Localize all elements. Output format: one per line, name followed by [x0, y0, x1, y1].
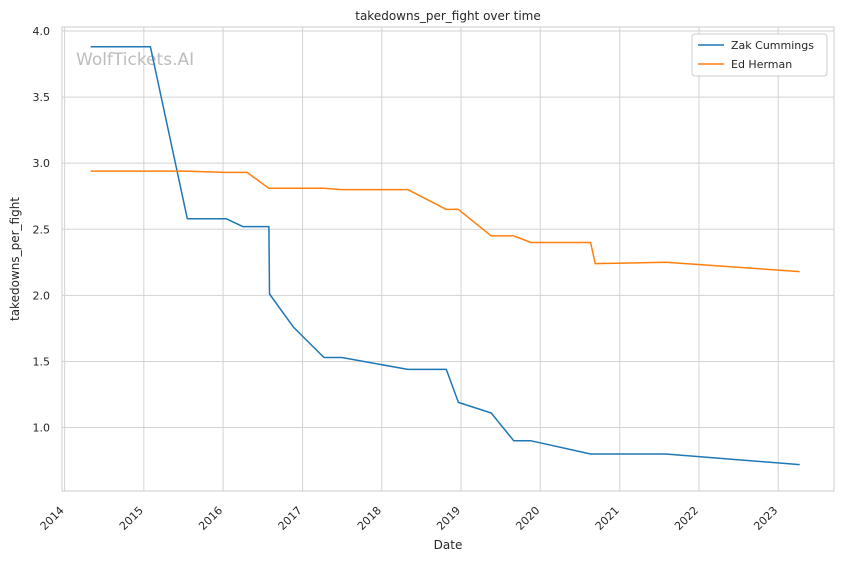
y-tick-label: 1.5: [33, 355, 51, 368]
plot-frame: [61, 26, 835, 492]
legend-label-zak-cummings: Zak Cummings: [731, 39, 814, 52]
series: [90, 46, 800, 466]
y-axis-label: takedowns_per_fight: [8, 197, 22, 321]
legend: Zak Cummings Ed Herman: [691, 33, 828, 77]
legend-box: [691, 33, 828, 77]
y-tick-label: 1.0: [33, 422, 51, 435]
watermark: WolfTickets.AI: [76, 50, 194, 70]
y-tick-label: 3.5: [33, 91, 51, 104]
chart-title: takedowns_per_fight over time: [355, 9, 541, 23]
y-tick-label: 2.0: [33, 289, 51, 302]
y-tick-label: 4.0: [33, 25, 51, 38]
series-line-ed-herman: [90, 170, 800, 273]
grid: [62, 27, 834, 491]
series-line-zak-cummings: [90, 46, 800, 466]
x-axis-label: Date: [434, 538, 463, 552]
y-tick-label: 2.5: [33, 223, 51, 236]
y-tick-labels: 1.0 1.5 2.0 2.5 3.0 3.5 4.0: [33, 25, 51, 435]
legend-label-ed-herman: Ed Herman: [731, 58, 792, 71]
y-tick-label: 3.0: [33, 157, 51, 170]
